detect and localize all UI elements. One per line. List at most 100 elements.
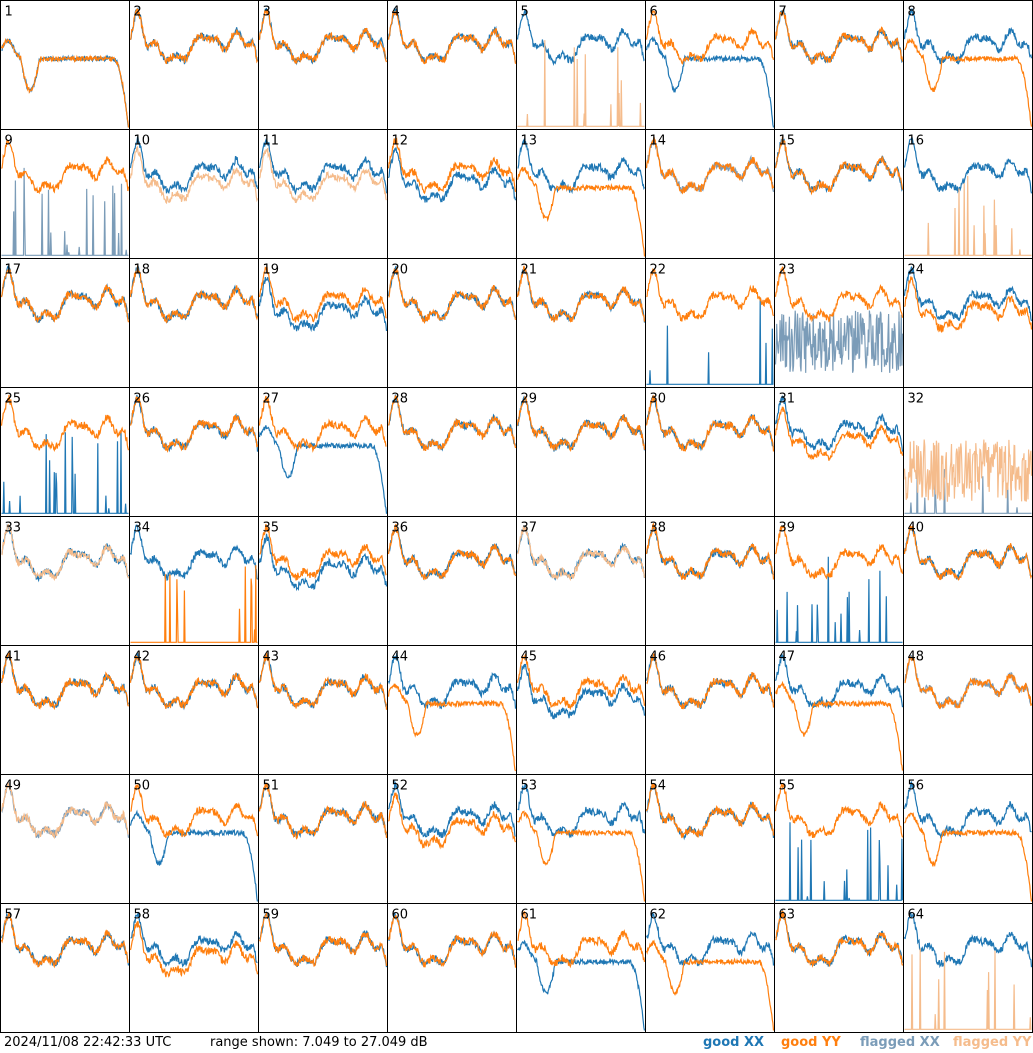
panel-label-38: 38: [650, 521, 667, 536]
panel-label-55: 55: [779, 779, 796, 794]
panel-55: 55: [774, 774, 904, 904]
panel-frame-22: [645, 258, 775, 388]
series-yy-panel-64: [904, 948, 1032, 1030]
panel-label-60: 60: [392, 908, 409, 923]
panel-frame-46: [645, 645, 775, 775]
panel-49: 49: [0, 774, 130, 904]
panel-label-64: 64: [908, 908, 925, 923]
panel-frame-50: [129, 774, 259, 904]
panel-frame-51: [258, 774, 388, 904]
panel-frame-30: [645, 387, 775, 517]
series-yy-panel-50: [130, 783, 259, 839]
footer: 2024/11/08 22:42:33 UTC range shown: 7.0…: [0, 1033, 1033, 1053]
panel-label-48: 48: [908, 650, 925, 665]
panel-label-35: 35: [263, 521, 280, 536]
series-xx-panel-32: [904, 460, 1032, 514]
panel-label-59: 59: [263, 908, 280, 923]
series-yy-panel-8: [904, 37, 1033, 127]
panel-10: 10: [129, 129, 259, 259]
series-xx-panel-52: [387, 780, 516, 838]
panel-11: 11: [258, 129, 388, 259]
panel-label-27: 27: [263, 392, 280, 407]
legend-flagged-xx: flagged XX: [860, 1035, 940, 1050]
panel-label-54: 54: [650, 779, 667, 794]
panel-24: 24: [903, 258, 1033, 388]
panel-frame-4: [387, 0, 517, 130]
series-yy-panel-2: [129, 7, 259, 65]
series-yy-panel-12: [387, 137, 517, 195]
panel-frame-63: [774, 903, 904, 1033]
panel-16: 16: [903, 129, 1033, 259]
panel-frame-44: [387, 645, 517, 775]
panel-label-44: 44: [392, 650, 409, 665]
series-yy-panel-4: [387, 10, 517, 65]
panel-59: 59: [258, 903, 388, 1033]
series-yy-panel-40: [903, 524, 1033, 581]
legend-good-yy: good YY: [781, 1035, 841, 1050]
series-yy-panel-42: [129, 655, 259, 709]
panel-frame-54: [645, 774, 775, 904]
series-yy-panel-15: [774, 136, 904, 196]
panel-1: 1: [0, 0, 130, 130]
panel-41: 41: [0, 645, 130, 775]
series-yy-panel-31: [774, 406, 904, 461]
series-xx-panel-57: [0, 911, 130, 967]
panel-7: 7: [774, 0, 904, 130]
panel-frame-13: [516, 129, 646, 259]
panel-frame-41: [0, 645, 130, 775]
panel-60: 60: [387, 903, 517, 1033]
series-yy-panel-17: [0, 268, 130, 323]
panel-label-31: 31: [779, 392, 796, 407]
panel-28: 28: [387, 387, 517, 517]
series-yy-panel-1: [0, 37, 130, 128]
panel-label-51: 51: [263, 779, 280, 794]
panel-label-50: 50: [134, 779, 151, 794]
panel-label-33: 33: [5, 521, 22, 536]
panel-label-4: 4: [392, 5, 400, 20]
panel-frame-37: [516, 516, 646, 646]
series-xx-panel-8: [903, 8, 1033, 65]
series-xx-panel-45: [516, 663, 646, 720]
series-yy-panel-61: [517, 911, 646, 969]
series-yy-panel-46: [646, 653, 775, 710]
range-text: range shown: 7.049 to 27.049 dB: [210, 1035, 428, 1050]
series-yy-panel-43: [258, 652, 388, 710]
panel-frame-60: [387, 903, 517, 1033]
series-yy-panel-27: [258, 395, 387, 453]
panel-frame-24: [903, 258, 1033, 388]
series-xx-panel-35: [258, 533, 388, 592]
panel-label-18: 18: [134, 263, 151, 278]
panel-label-37: 37: [521, 521, 538, 536]
series-yy-panel-58: [129, 920, 259, 978]
panel-35: 35: [258, 516, 388, 646]
panel-frame-55: [774, 774, 904, 904]
panel-label-9: 9: [5, 134, 13, 149]
series-yy-panel-38: [645, 522, 775, 580]
panel-3: 3: [258, 0, 388, 130]
panel-frame-14: [645, 129, 775, 259]
panel-44: 44: [387, 645, 517, 775]
panel-37: 37: [516, 516, 646, 646]
panel-64: 64: [903, 903, 1033, 1033]
series-yy-panel-19: [258, 266, 387, 323]
series-yy-panel-23: [774, 266, 904, 323]
panel-frame-20: [387, 258, 517, 388]
series-yy-panel-35: [259, 523, 387, 581]
panel-label-2: 2: [134, 5, 142, 20]
series-yy-panel-22: [646, 267, 775, 322]
series-yy-panel-14: [645, 136, 775, 195]
series-yy-panel-36: [387, 523, 517, 580]
panel-22: 22: [645, 258, 775, 388]
panel-4: 4: [387, 0, 517, 130]
panel-frame-21: [516, 258, 646, 388]
series-yy-panel-54: [645, 783, 775, 839]
panel-label-40: 40: [908, 521, 925, 536]
series-yy-panel-55: [774, 782, 904, 838]
panel-label-10: 10: [134, 134, 151, 149]
panel-15: 15: [774, 129, 904, 259]
series-xx-panel-9: [1, 167, 129, 256]
panel-label-11: 11: [263, 134, 280, 149]
panel-17: 17: [0, 258, 130, 388]
panel-frame-36: [387, 516, 517, 646]
